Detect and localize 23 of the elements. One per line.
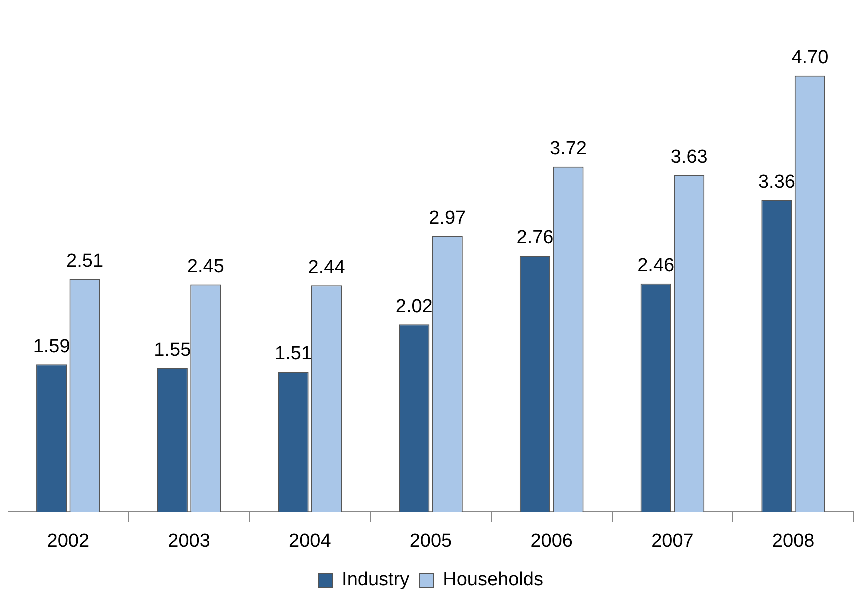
data-label: 2.51 — [66, 250, 104, 272]
data-label: 2.97 — [429, 208, 466, 230]
data-label: 1.55 — [154, 340, 192, 362]
data-label: 3.72 — [550, 138, 587, 160]
data-label: 2.02 — [396, 296, 433, 318]
x-tick-label: 2002 — [47, 530, 90, 552]
x-tick-label: 2005 — [410, 530, 452, 552]
x-tick-label: 2008 — [772, 530, 815, 552]
data-label: 3.36 — [758, 172, 796, 193]
legend-label: Industry — [342, 570, 410, 591]
data-label: 2.76 — [516, 228, 554, 249]
data-label: 3.63 — [670, 146, 708, 168]
data-label: 4.70 — [792, 48, 829, 69]
legend-label: Households — [443, 570, 544, 591]
data-label: 2.45 — [187, 256, 224, 278]
x-tick-label: 2007 — [652, 530, 694, 552]
x-tick-label: 2006 — [530, 530, 573, 552]
data-label: 2.46 — [638, 256, 675, 277]
data-label: 1.51 — [275, 344, 312, 365]
x-tick-label: 2004 — [289, 530, 332, 552]
data-label: 2.44 — [308, 257, 346, 278]
data-label: 1.59 — [33, 336, 70, 358]
x-tick-label: 2003 — [168, 530, 210, 552]
